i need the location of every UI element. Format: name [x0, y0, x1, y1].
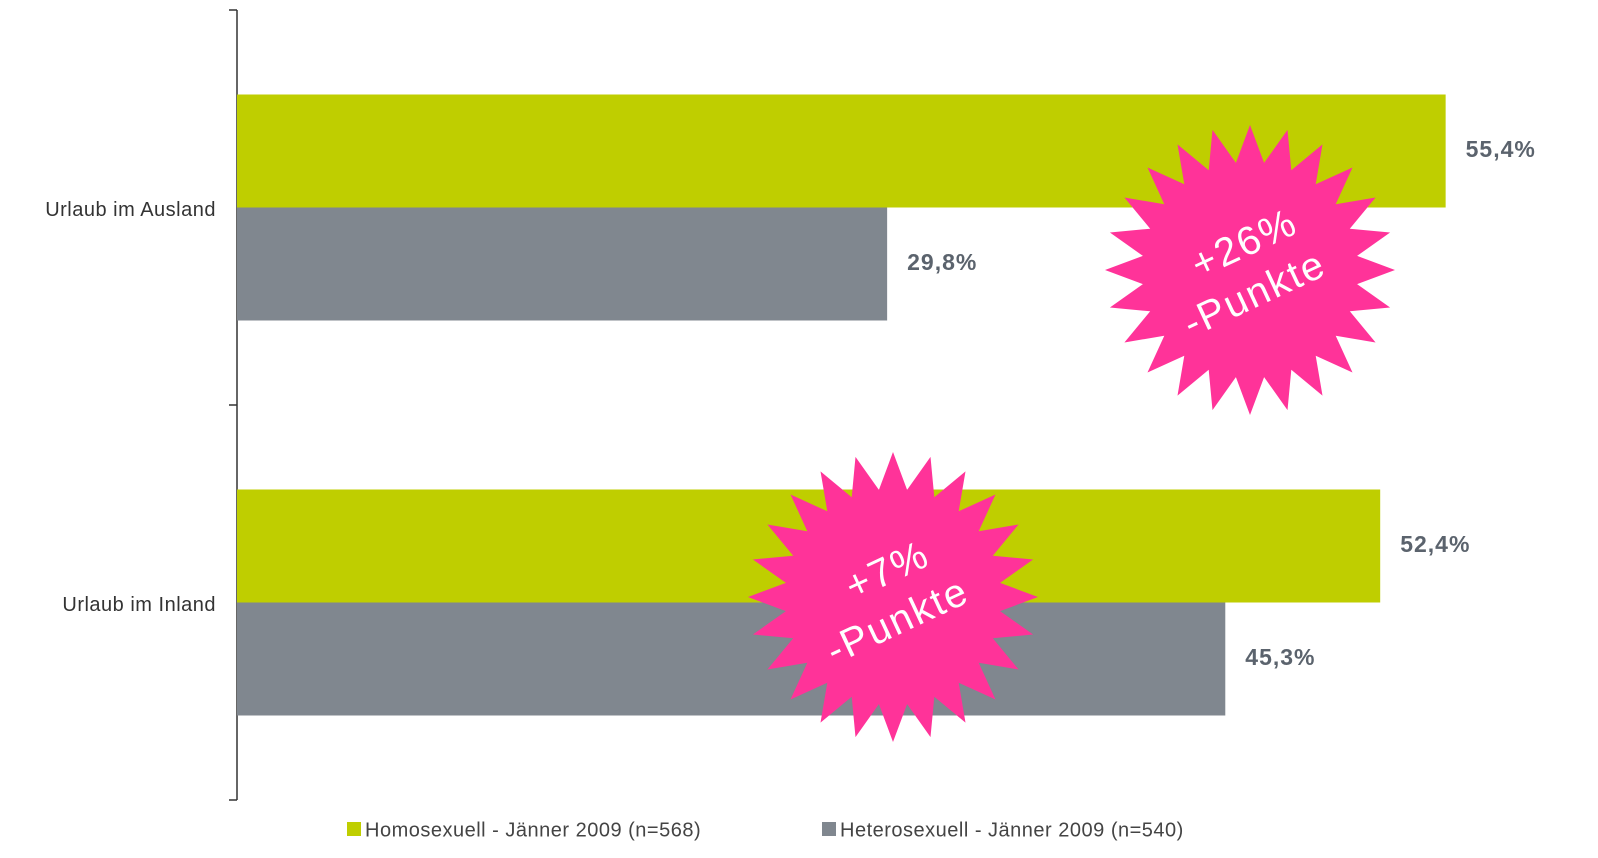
category-label: Urlaub im Inland: [62, 594, 216, 616]
legend-swatch: [347, 822, 361, 836]
value-label: 55,4%: [1466, 136, 1536, 162]
starburst: [748, 452, 1038, 742]
bar: [237, 602, 1226, 716]
value-label: 52,4%: [1400, 531, 1470, 557]
category-label: Urlaub im Ausland: [45, 199, 216, 221]
starburst: [1105, 125, 1395, 415]
value-label: 45,3%: [1245, 644, 1315, 670]
legend-label: Heterosexuell - Jänner 2009 (n=540): [840, 819, 1184, 841]
bar: [237, 207, 888, 321]
legend-swatch: [822, 822, 836, 836]
value-label: 29,8%: [907, 249, 977, 275]
legend-label: Homosexuell - Jänner 2009 (n=568): [365, 819, 701, 841]
